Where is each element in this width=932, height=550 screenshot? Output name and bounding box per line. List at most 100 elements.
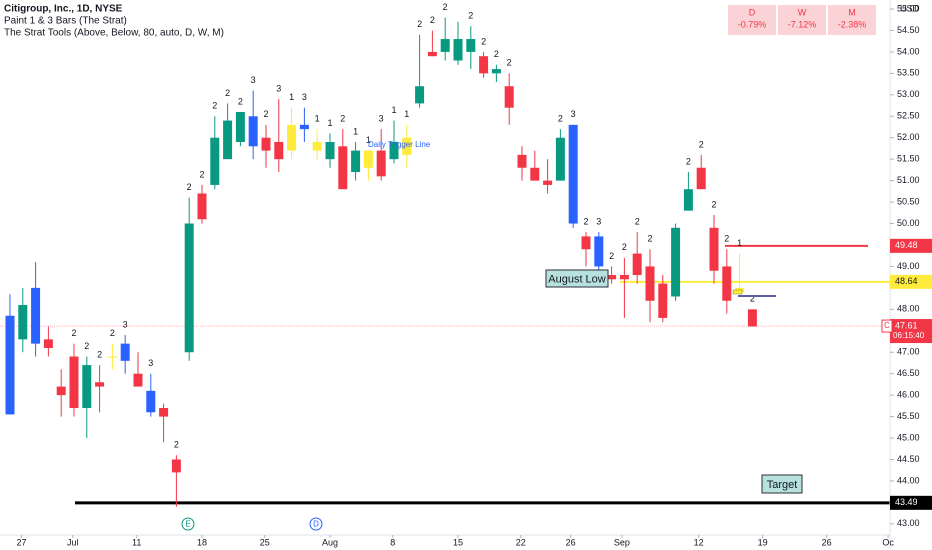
x-tick-label: 11 bbox=[132, 537, 141, 547]
y-tick-label: 51.00 bbox=[897, 175, 920, 185]
candle-body bbox=[146, 390, 156, 413]
change-value: -2.38% bbox=[838, 19, 867, 29]
strat-label: 1 bbox=[289, 92, 294, 102]
x-tick-label: 15 bbox=[453, 537, 463, 547]
candle-body bbox=[632, 253, 642, 276]
x-tick-label: Jul bbox=[67, 537, 79, 547]
change-value: -0.79% bbox=[738, 19, 767, 29]
strat-label: 2 bbox=[699, 139, 704, 149]
y-tick-label: 55.00 bbox=[897, 3, 920, 13]
x-tick-label: 12 bbox=[694, 537, 704, 547]
y-tick-label: 46.50 bbox=[897, 368, 920, 378]
y-tick-label: 44.00 bbox=[897, 475, 920, 485]
strat-label: 2 bbox=[340, 114, 345, 124]
event-marker bbox=[309, 517, 323, 531]
strat-label: 2 bbox=[225, 88, 230, 98]
strat-label: 2 bbox=[199, 169, 204, 179]
candle-body bbox=[184, 223, 194, 353]
strat-label: 1 bbox=[353, 126, 358, 136]
last-price-label: 47.61 bbox=[895, 320, 918, 330]
strat-label: 3 bbox=[596, 216, 601, 226]
candle-body bbox=[491, 69, 501, 74]
strat-label: 1 bbox=[391, 105, 396, 115]
close-marker bbox=[881, 319, 893, 333]
candle-body bbox=[568, 124, 578, 224]
candle-body bbox=[312, 142, 322, 151]
y-tick-label: 54.00 bbox=[897, 46, 920, 56]
currency: USD bbox=[900, 3, 920, 13]
candle-body bbox=[197, 193, 207, 220]
y-tick-label: 53.50 bbox=[897, 68, 920, 78]
annotation-label: Target bbox=[767, 479, 798, 491]
candle-body bbox=[159, 408, 169, 417]
event-marker bbox=[181, 517, 195, 531]
inside-bar-box bbox=[732, 289, 743, 295]
close-marker-label: C bbox=[884, 321, 890, 330]
strat-label: 2 bbox=[583, 216, 588, 226]
y-tick-label: 43.00 bbox=[897, 518, 920, 528]
candle-body bbox=[619, 275, 629, 280]
strat-label: 2 bbox=[263, 109, 268, 119]
candle-body bbox=[543, 180, 553, 185]
candle-body bbox=[5, 315, 15, 415]
strat-label: 2 bbox=[174, 440, 179, 450]
candle-body bbox=[376, 150, 386, 177]
candle-body bbox=[351, 150, 361, 173]
strat-label: 2 bbox=[724, 234, 729, 244]
strat-label: 2 bbox=[494, 49, 499, 59]
candle-body bbox=[709, 227, 719, 271]
candle-body bbox=[363, 150, 373, 168]
candle-body bbox=[43, 339, 53, 348]
change-box bbox=[778, 5, 826, 35]
annotation-label: Daily Trigger Line bbox=[368, 140, 431, 149]
level-tag bbox=[890, 495, 932, 510]
y-tick-label: 54.50 bbox=[897, 25, 920, 35]
strat-label: 1 bbox=[327, 118, 332, 128]
candle-body bbox=[56, 386, 66, 396]
x-tick-label: 27 bbox=[16, 537, 26, 547]
overlay: August Low Target Daily Trigger Line E D bbox=[181, 140, 803, 531]
strat-label: 2 bbox=[558, 114, 563, 124]
y-tick-label: 47.00 bbox=[897, 347, 920, 357]
countdown: 06:15:40 bbox=[893, 331, 925, 340]
strat-label: 2 bbox=[84, 341, 89, 351]
annotation-box bbox=[545, 269, 609, 288]
y-tick-label: 53.00 bbox=[897, 89, 920, 99]
candle-body bbox=[299, 124, 309, 130]
candle-body bbox=[427, 51, 437, 57]
change-label: D bbox=[749, 7, 756, 17]
candle-body bbox=[607, 275, 617, 280]
y-tick-label: 50.50 bbox=[897, 196, 920, 206]
strat-label: 1 bbox=[737, 238, 742, 248]
x-tick-label: 26 bbox=[822, 537, 832, 547]
candle-body bbox=[325, 142, 335, 160]
candle-body bbox=[261, 137, 271, 151]
x-tick-label: 18 bbox=[197, 537, 207, 547]
level-tag bbox=[890, 238, 932, 253]
candle-body bbox=[210, 137, 220, 185]
strat-label: 3 bbox=[302, 92, 307, 102]
change-label: W bbox=[798, 7, 807, 17]
y-tick-label: 52.50 bbox=[897, 111, 920, 121]
strat-label: 3 bbox=[148, 358, 153, 368]
strat-label: 2 bbox=[110, 328, 115, 338]
y-tick-label: 51.50 bbox=[897, 154, 920, 164]
strat-label: 1 bbox=[404, 109, 409, 119]
change-value: -7.12% bbox=[788, 19, 817, 29]
candle-body bbox=[671, 227, 681, 297]
y-tick-label: 44.50 bbox=[897, 454, 920, 464]
level-tag-label: 43.49 bbox=[895, 497, 918, 507]
x-tick-label: 26 bbox=[566, 537, 576, 547]
y-tick-label: 52.00 bbox=[897, 132, 920, 142]
candle-body bbox=[581, 236, 591, 250]
strat-label: 3 bbox=[123, 319, 128, 329]
candle-body bbox=[479, 56, 489, 74]
candle-body bbox=[223, 120, 233, 160]
strat-label: 2 bbox=[635, 216, 640, 226]
x-tick-label: Aug bbox=[322, 537, 338, 547]
candle-body bbox=[594, 236, 604, 267]
candle-body bbox=[747, 309, 757, 327]
strat-label: 2 bbox=[481, 36, 486, 46]
candle-body bbox=[696, 167, 706, 190]
